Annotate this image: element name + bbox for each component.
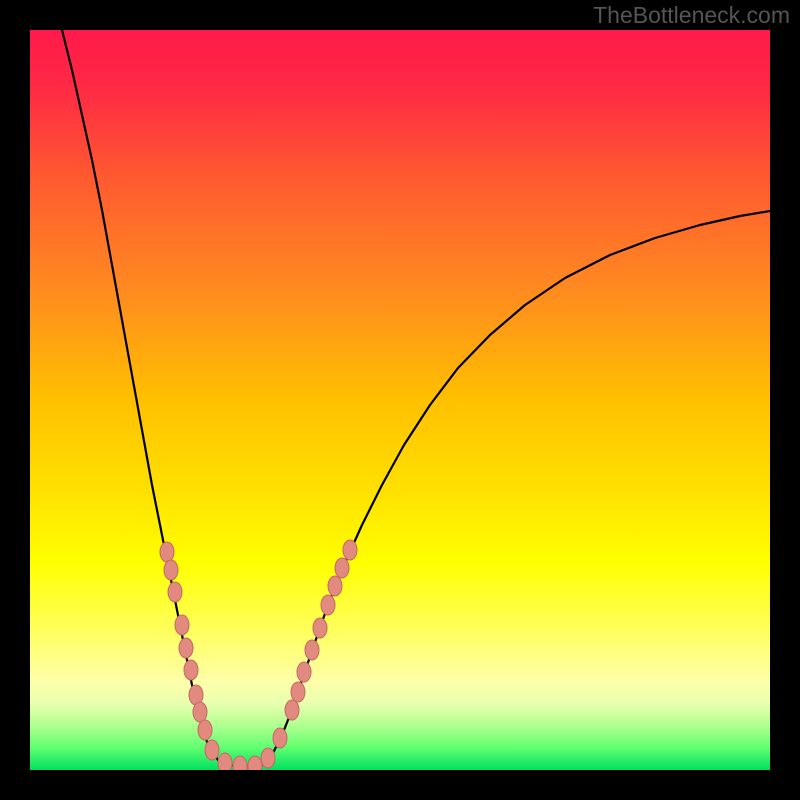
data-marker bbox=[328, 576, 342, 596]
data-marker bbox=[285, 700, 299, 720]
chart-stage: TheBottleneck.com bbox=[0, 0, 800, 800]
data-marker bbox=[184, 660, 198, 680]
data-marker bbox=[179, 638, 193, 658]
data-marker bbox=[343, 540, 357, 560]
watermark-text: TheBottleneck.com bbox=[593, 2, 790, 29]
data-marker bbox=[205, 740, 219, 760]
data-marker bbox=[193, 702, 207, 722]
data-marker bbox=[273, 728, 287, 748]
data-marker bbox=[297, 662, 311, 682]
data-marker bbox=[175, 615, 189, 635]
data-marker bbox=[261, 748, 275, 768]
data-marker bbox=[321, 595, 335, 615]
data-marker bbox=[291, 682, 305, 702]
data-marker bbox=[164, 560, 178, 580]
data-marker bbox=[160, 542, 174, 562]
data-marker bbox=[313, 618, 327, 638]
chart-plot-area bbox=[30, 30, 770, 770]
data-marker bbox=[218, 753, 232, 773]
data-marker bbox=[305, 640, 319, 660]
data-marker bbox=[168, 582, 182, 602]
data-marker bbox=[335, 558, 349, 578]
bottleneck-chart bbox=[0, 0, 800, 800]
data-marker bbox=[198, 720, 212, 740]
